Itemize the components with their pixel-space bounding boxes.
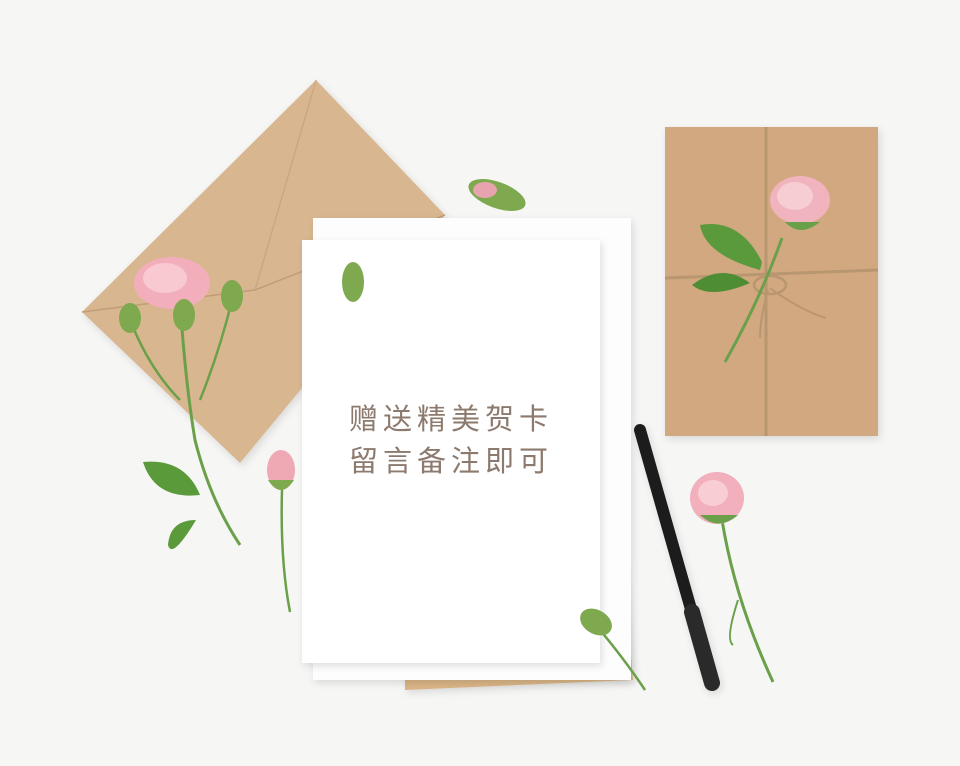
gift-package [664,127,879,436]
card-text-line-1: 赠送精美贺卡 [348,402,553,436]
card-text-line-2: 留言备注即可 [348,444,553,478]
card-bud [342,262,364,302]
left-rose-branch [119,257,243,550]
top-rose-bud [468,179,526,211]
greeting-card-text: 赠送精美贺卡 留言备注即可 [302,398,600,482]
black-pen [634,424,720,691]
small-rose-bud [267,450,295,613]
bottom-rose-bud [580,608,647,691]
front-white-card [302,240,600,663]
right-rose [690,472,775,683]
